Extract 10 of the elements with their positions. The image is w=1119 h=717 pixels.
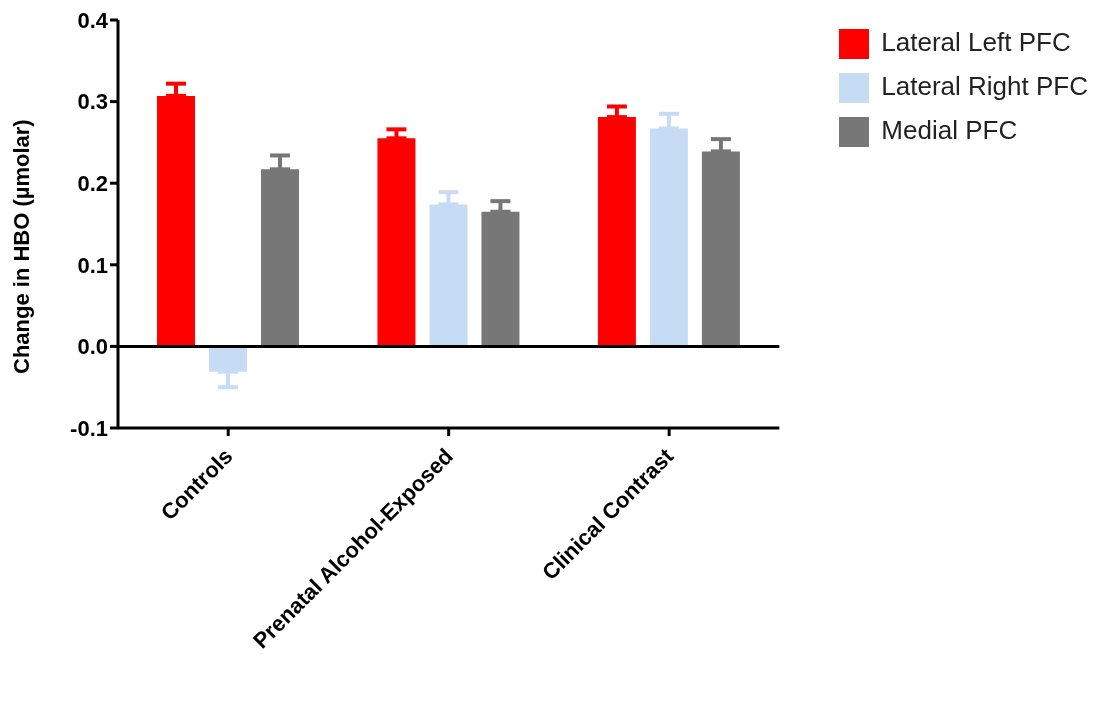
y-axis-title: Change in HBO (µmolar) — [8, 119, 34, 374]
y-tick-label: 0.3 — [77, 89, 108, 115]
y-tick-label: 0.0 — [77, 334, 108, 360]
y-tick-label: 0.4 — [77, 7, 109, 33]
y-tick-label: 0.2 — [77, 171, 108, 197]
legend-label: Lateral Left PFC — [881, 27, 1071, 57]
y-tick-label: -0.1 — [70, 415, 108, 441]
legend-label: Medial PFC — [881, 115, 1018, 145]
y-tick-label: 0.1 — [77, 252, 108, 278]
legend-label: Lateral Right PFC — [881, 71, 1088, 101]
